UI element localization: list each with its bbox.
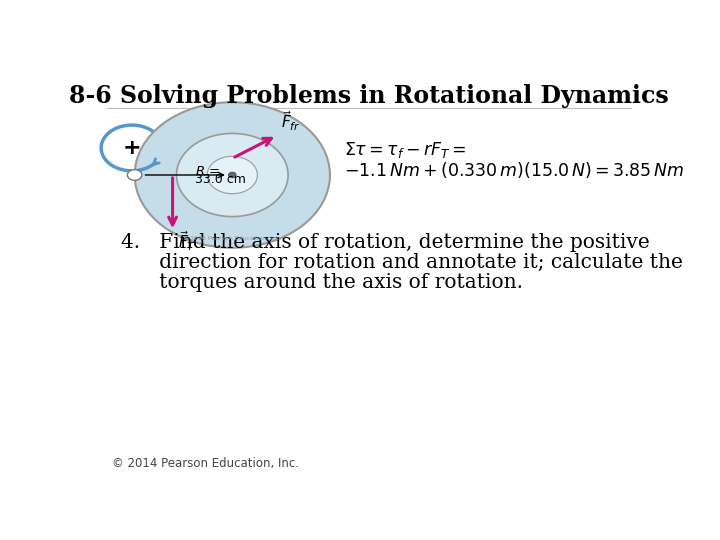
Circle shape [176, 133, 288, 217]
Text: 8-6 Solving Problems in Rotational Dynamics: 8-6 Solving Problems in Rotational Dynam… [69, 84, 669, 107]
Text: 4.   Find the axis of rotation, determine the positive: 4. Find the axis of rotation, determine … [121, 233, 649, 252]
Text: direction for rotation and annotate it; calculate the: direction for rotation and annotate it; … [121, 253, 683, 272]
Text: $\vec{F}_{T}$: $\vec{F}_{T}$ [178, 229, 197, 253]
Circle shape [207, 156, 258, 194]
Text: 33.0 cm: 33.0 cm [195, 173, 246, 186]
Circle shape [135, 102, 330, 248]
Text: © 2014 Pearson Education, Inc.: © 2014 Pearson Education, Inc. [112, 457, 300, 470]
Text: torques around the axis of rotation.: torques around the axis of rotation. [121, 273, 523, 292]
Circle shape [127, 170, 142, 180]
Text: $\Sigma\tau = \tau_f - rF_T =$: $\Sigma\tau = \tau_f - rF_T =$ [344, 140, 467, 160]
Text: ©2006 Pearson Education, Inc.: ©2006 Pearson Education, Inc. [184, 235, 281, 240]
Circle shape [228, 172, 236, 178]
Text: +: + [122, 138, 141, 158]
Text: $- 1.1\,Nm +(0.330\,m)(15.0\,N) = 3.85\,Nm$: $- 1.1\,Nm +(0.330\,m)(15.0\,N) = 3.85\,… [344, 160, 684, 180]
Text: $\vec{F}_{fr}$: $\vec{F}_{fr}$ [282, 110, 301, 133]
Text: $R\,=$: $R\,=$ [195, 165, 220, 178]
